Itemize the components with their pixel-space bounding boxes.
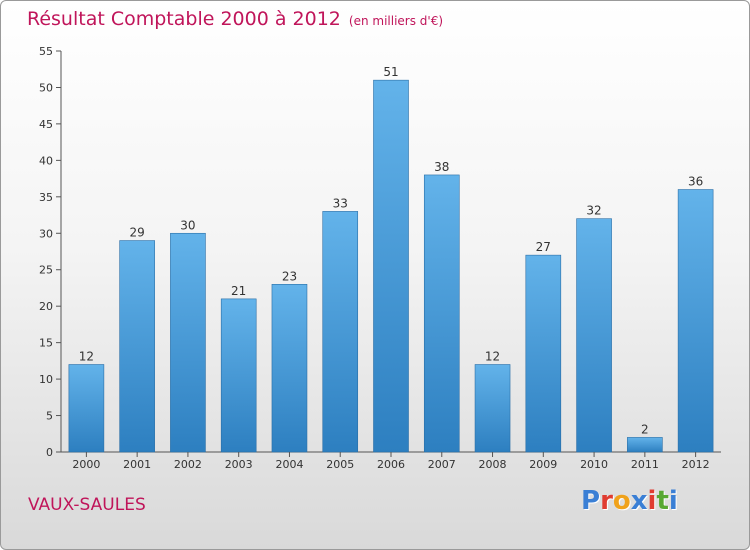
- y-tick-label: 25: [39, 264, 53, 277]
- x-tick-label: 2004: [275, 458, 303, 471]
- chart-subtitle: (en milliers d'€): [348, 14, 444, 28]
- bar: [170, 232, 206, 453]
- bar: [576, 218, 612, 453]
- logo-letter: P: [581, 486, 601, 516]
- data-label: 21: [231, 284, 246, 298]
- data-label: 12: [79, 350, 94, 364]
- bar: [322, 211, 359, 453]
- x-tick-label: 2005: [326, 458, 354, 471]
- x-tick-label: 2002: [174, 458, 202, 471]
- x-tick-label: 2009: [529, 458, 557, 471]
- data-label: 2: [641, 422, 649, 436]
- x-tick-label: 2012: [682, 458, 710, 471]
- data-label: 30: [180, 218, 195, 232]
- data-label: 29: [130, 226, 145, 240]
- data-label: 23: [282, 269, 297, 283]
- y-tick-label: 20: [39, 300, 53, 313]
- y-tick-label: 30: [39, 227, 53, 240]
- y-tick-label: 55: [39, 45, 53, 58]
- logo-letter: i: [647, 486, 657, 516]
- commune-name: VAUX-SAULES: [28, 495, 146, 515]
- bar: [627, 437, 663, 453]
- bar: [373, 79, 409, 453]
- bar: [423, 174, 460, 453]
- bar: [677, 189, 714, 453]
- logo-letter: i: [668, 486, 678, 516]
- y-tick-label: 35: [39, 191, 53, 204]
- data-label: 27: [536, 240, 551, 254]
- x-tick-label: 2006: [377, 458, 405, 471]
- data-label: 32: [586, 204, 601, 218]
- bar: [220, 298, 257, 453]
- y-tick-label: 0: [46, 446, 53, 459]
- chart-title: Résultat Comptable 2000 à 2012 (en millie…: [27, 8, 443, 30]
- bar: [474, 364, 511, 453]
- logo-letter: o: [612, 486, 631, 516]
- y-tick-label: 5: [46, 410, 53, 423]
- x-tick-label: 2011: [631, 458, 659, 471]
- logo-letter: r: [600, 486, 613, 516]
- data-label: 51: [383, 65, 398, 79]
- x-tick-label: 2010: [580, 458, 608, 471]
- y-tick-label: 45: [39, 118, 53, 131]
- data-label: 38: [434, 160, 449, 174]
- proxiti-logo[interactable]: Proxiti: [581, 486, 678, 516]
- x-tick-label: 2007: [428, 458, 456, 471]
- logo-letter: x: [630, 486, 648, 516]
- x-tick-label: 2001: [123, 458, 151, 471]
- y-tick-label: 50: [39, 81, 53, 94]
- x-tick-label: 2003: [225, 458, 253, 471]
- data-label: 36: [688, 175, 703, 189]
- bar: [525, 254, 562, 453]
- y-tick-label: 15: [39, 337, 53, 350]
- x-tick-label: 2008: [479, 458, 507, 471]
- bar: [68, 364, 105, 453]
- bar: [271, 284, 308, 453]
- bar: [119, 240, 155, 453]
- data-label: 12: [485, 350, 500, 364]
- y-tick-label: 10: [39, 373, 53, 386]
- y-tick-label: 40: [39, 154, 53, 167]
- logo-letter: t: [656, 486, 669, 516]
- title-main: Résultat Comptable 2000 à 2012: [27, 8, 341, 30]
- x-tick-label: 2000: [72, 458, 100, 471]
- data-label: 33: [333, 196, 348, 210]
